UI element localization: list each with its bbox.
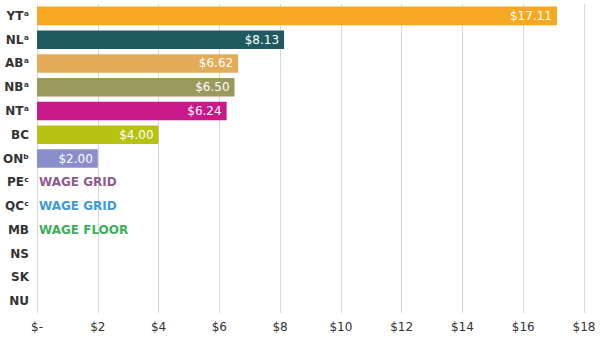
svg-text:$6.24: $6.24 xyxy=(187,104,221,118)
svg-text:NS: NS xyxy=(10,247,29,261)
svg-text:ONᵇ: ONᵇ xyxy=(3,152,29,166)
svg-text:$17.11: $17.11 xyxy=(510,9,552,23)
svg-text:ABᵃ: ABᵃ xyxy=(5,56,29,70)
svg-text:$8.13: $8.13 xyxy=(245,33,279,47)
svg-text:$4.00: $4.00 xyxy=(119,128,153,142)
svg-text:NBᵃ: NBᵃ xyxy=(4,80,29,94)
svg-text:$14: $14 xyxy=(451,320,474,334)
svg-text:$2.00: $2.00 xyxy=(58,152,92,166)
svg-text:$-: $- xyxy=(31,320,43,334)
svg-text:PEᶜ: PEᶜ xyxy=(7,175,29,189)
svg-text:$18: $18 xyxy=(573,320,596,334)
svg-text:MB: MB xyxy=(8,223,29,237)
svg-text:$16: $16 xyxy=(512,320,535,334)
svg-text:WAGE FLOOR: WAGE FLOOR xyxy=(39,223,128,237)
svg-text:$2: $2 xyxy=(90,320,105,334)
svg-text:SK: SK xyxy=(11,270,30,284)
svg-text:WAGE GRID: WAGE GRID xyxy=(39,175,117,189)
svg-text:BC: BC xyxy=(11,128,29,142)
svg-text:$6.62: $6.62 xyxy=(199,56,233,70)
svg-text:NTᵃ: NTᵃ xyxy=(5,104,29,118)
svg-text:NU: NU xyxy=(9,294,29,308)
svg-text:QCᶜ: QCᶜ xyxy=(5,199,29,213)
svg-text:WAGE GRID: WAGE GRID xyxy=(39,199,117,213)
svg-text:$4: $4 xyxy=(151,320,166,334)
svg-text:YTᵃ: YTᵃ xyxy=(6,9,29,23)
svg-text:$8: $8 xyxy=(272,320,287,334)
svg-text:NLᵃ: NLᵃ xyxy=(6,33,29,47)
svg-text:$10: $10 xyxy=(329,320,352,334)
svg-text:$12: $12 xyxy=(390,320,413,334)
svg-text:$6: $6 xyxy=(212,320,227,334)
svg-text:$6.50: $6.50 xyxy=(195,80,229,94)
